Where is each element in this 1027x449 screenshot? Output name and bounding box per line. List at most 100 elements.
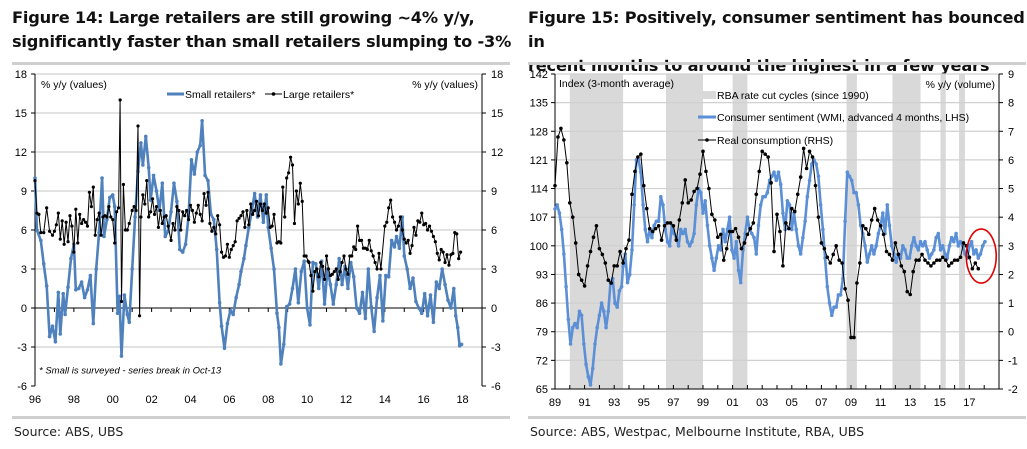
data-point-real-consumption [932, 261, 936, 265]
data-point-consumer-sentiment [814, 162, 819, 166]
data-point-consumer-sentiment [765, 190, 770, 195]
data-point-small-retailers [284, 304, 289, 309]
data-point-consumer-sentiment [679, 227, 683, 232]
data-point-consumer-sentiment [595, 325, 599, 330]
data-point-small-retailers [125, 312, 130, 317]
data-point-large-retailers [183, 214, 187, 218]
y-tick-label-left: 72 [536, 355, 548, 367]
data-point-consumer-sentiment [752, 235, 756, 240]
data-point-small-retailers [105, 217, 109, 222]
y-tick-label-right: 18 [491, 69, 503, 81]
data-point-real-consumption [852, 335, 856, 340]
data-point-small-retailers [322, 302, 327, 306]
data-point-consumer-sentiment [901, 244, 905, 248]
data-point-small-retailers [386, 275, 391, 279]
y-tick-label-left: 128 [530, 126, 548, 138]
data-point-large-retailers [169, 238, 173, 242]
data-point-real-consumption [816, 215, 821, 219]
data-point-consumer-sentiment [778, 182, 783, 187]
data-point-consumer-sentiment [947, 244, 952, 248]
data-point-real-consumption [958, 255, 963, 260]
data-point-consumer-sentiment [577, 309, 582, 314]
data-point-real-consumption [579, 278, 584, 282]
data-point-consumer-sentiment [590, 366, 595, 371]
data-point-consumer-sentiment [787, 203, 792, 207]
data-point-small-retailers [44, 284, 49, 288]
data-point-consumer-sentiment [756, 223, 761, 228]
data-point-large-retailers [125, 228, 129, 232]
data-point-consumer-sentiment [730, 248, 734, 252]
x-tick-label: 96 [29, 394, 41, 406]
y-tick-label-left: 18 [15, 69, 27, 81]
data-point-small-retailers [357, 311, 362, 315]
data-point-small-retailers [175, 199, 179, 204]
y-tick-label-left: -3 [17, 342, 27, 354]
data-point-real-consumption [553, 183, 557, 188]
data-point-small-retailers [381, 319, 385, 323]
data-point-large-retailers [420, 211, 424, 215]
data-point-real-consumption [846, 298, 850, 303]
data-point-consumer-sentiment [665, 239, 670, 244]
data-point-consumer-sentiment [685, 239, 690, 244]
data-point-large-retailers [394, 228, 399, 232]
data-point-real-consumption [647, 226, 652, 231]
data-point-consumer-sentiment [949, 235, 954, 240]
data-point-large-retailers [369, 249, 373, 253]
data-point-small-retailers [375, 295, 379, 300]
data-point-small-retailers [177, 247, 182, 252]
data-point-real-consumption [559, 126, 563, 131]
data-point-large-retailers [186, 218, 191, 222]
y-tick-label-left: 142 [530, 69, 548, 81]
data-point-real-consumption [570, 215, 575, 219]
data-point-consumer-sentiment [849, 178, 854, 183]
data-point-real-consumption [840, 261, 844, 265]
data-point-large-retailers [239, 214, 243, 218]
x-tick-label: 14 [379, 394, 391, 406]
data-point-consumer-sentiment [754, 252, 759, 256]
data-point-real-consumption [775, 212, 779, 217]
data-point-real-consumption [866, 232, 871, 237]
data-point-large-retailers [298, 181, 302, 185]
data-point-real-consumption [754, 192, 759, 197]
data-point-large-retailers [260, 208, 264, 213]
data-point-small-retailers [239, 269, 243, 274]
data-point-large-retailers [225, 242, 230, 246]
data-point-small-retailers [74, 288, 78, 292]
data-point-small-retailers [394, 234, 399, 239]
data-point-large-retailers [300, 199, 304, 203]
data-point-large-retailers [383, 224, 387, 228]
data-point-large-retailers [270, 224, 274, 228]
data-point-consumer-sentiment [745, 215, 750, 219]
data-point-small-retailers [428, 293, 433, 297]
data-point-large-retailers [99, 233, 103, 237]
data-point-large-retailers [45, 206, 49, 210]
data-point-real-consumption [733, 226, 738, 231]
figure-14-title: Figure 14: Large retailers are still gro… [12, 6, 512, 54]
data-point-small-retailers [143, 134, 148, 139]
data-point-real-consumption [704, 169, 708, 174]
y-tick-label-left: 100 [530, 241, 548, 253]
data-point-large-retailers [307, 260, 311, 265]
data-point-small-retailers [397, 246, 402, 250]
data-point-real-consumption [556, 135, 560, 139]
data-point-real-consumption [940, 255, 945, 260]
data-point-consumer-sentiment [781, 211, 785, 215]
data-point-large-retailers [398, 215, 402, 219]
data-point-small-retailers [195, 150, 200, 154]
data-point-real-consumption [955, 258, 960, 262]
data-point-consumer-sentiment [881, 211, 885, 215]
data-point-consumer-sentiment [723, 239, 727, 244]
data-point-real-consumption [869, 218, 874, 222]
y-tick-label-right: 9 [1008, 69, 1014, 81]
data-point-large-retailers [210, 229, 214, 233]
data-point-large-retailers [385, 220, 389, 224]
data-point-large-retailers [47, 229, 52, 233]
data-point-large-retailers [113, 241, 117, 245]
data-point-real-consumption [639, 152, 643, 156]
bottom-divider [12, 416, 510, 419]
series-large-retailers-markers [33, 98, 463, 318]
data-point-small-retailers [82, 295, 87, 300]
y-tick-label-left: 121 [530, 155, 548, 167]
data-point-small-retailers [340, 282, 344, 287]
data-point-real-consumption [911, 269, 915, 274]
